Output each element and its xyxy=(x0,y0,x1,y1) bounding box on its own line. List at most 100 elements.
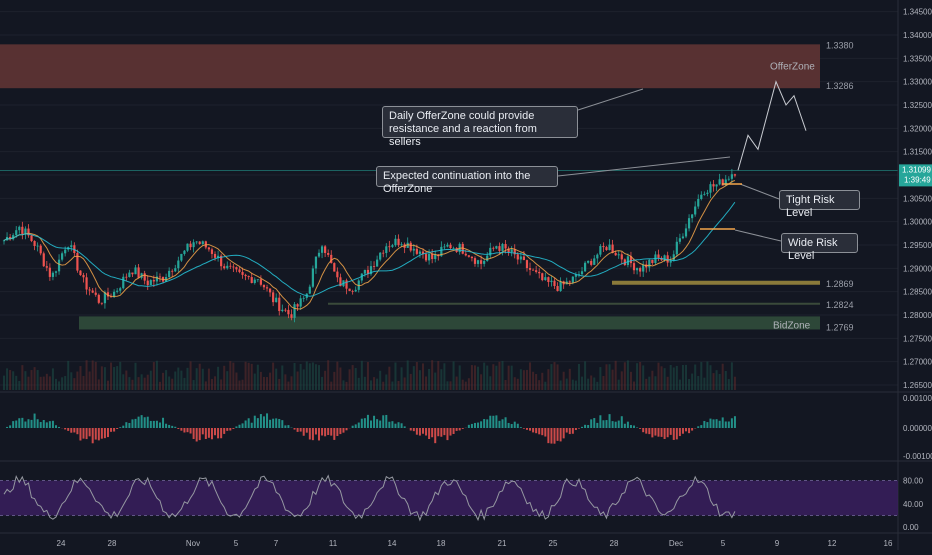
volume-bar xyxy=(722,364,724,390)
candle-body xyxy=(633,263,635,270)
candle-body xyxy=(712,184,714,186)
candle-body xyxy=(144,273,146,280)
macd-bar xyxy=(162,418,164,428)
candle-body xyxy=(290,314,292,318)
candle-body xyxy=(670,261,672,263)
volume-bar xyxy=(287,382,289,390)
macd-tick-label: 0.00100 xyxy=(903,394,932,403)
macd-bar xyxy=(339,428,341,434)
macd-bar xyxy=(159,422,161,428)
macd-bar xyxy=(566,428,568,433)
volume-bar xyxy=(428,369,430,390)
candle-body xyxy=(235,267,237,269)
macd-bar xyxy=(211,428,213,439)
candle-body xyxy=(517,254,519,259)
macd-bar xyxy=(110,428,112,432)
offerzone-callout[interactable]: Daily OfferZone could provide resistance… xyxy=(382,106,578,138)
candle-body xyxy=(171,271,173,272)
macd-bar xyxy=(89,428,91,436)
volume-bar xyxy=(419,370,421,390)
candle-body xyxy=(691,214,693,218)
candle-body xyxy=(238,269,240,272)
macd-bar xyxy=(312,428,314,440)
time-tick-label: 21 xyxy=(498,539,507,548)
candle-body xyxy=(223,266,225,268)
volume-bar xyxy=(98,379,100,390)
macd-bar xyxy=(554,428,556,444)
volume-bar xyxy=(584,361,586,390)
macd-bar xyxy=(419,428,421,436)
macd-bar xyxy=(673,428,675,440)
tight-risk-callout[interactable]: Tight Risk Level xyxy=(779,190,860,210)
volume-bar xyxy=(495,366,497,390)
macd-bar xyxy=(691,428,693,431)
candle-body xyxy=(95,293,97,295)
volume-bar xyxy=(330,382,332,390)
macd-bar xyxy=(138,417,140,428)
macd-bar xyxy=(37,419,39,428)
macd-bar xyxy=(165,424,167,428)
macd-bar xyxy=(508,423,510,428)
macd-bar xyxy=(391,421,393,428)
volume-bar xyxy=(599,367,601,390)
volume-bar xyxy=(333,372,335,390)
macd-bar xyxy=(651,428,653,437)
macd-bar xyxy=(697,426,699,428)
volume-bar xyxy=(725,371,727,390)
volume-bar xyxy=(388,367,390,390)
continuation-callout[interactable]: Expected continuation into the OfferZone xyxy=(376,166,558,187)
macd-bar xyxy=(330,428,332,436)
candle-body xyxy=(544,277,546,280)
candle-body xyxy=(92,291,94,293)
candle-body xyxy=(526,260,528,268)
macd-bar xyxy=(27,419,29,428)
volume-bar xyxy=(523,370,525,390)
volume-bar xyxy=(217,367,219,390)
volume-bar xyxy=(670,365,672,390)
volume-bar xyxy=(168,377,170,390)
macd-bar xyxy=(263,416,265,428)
candle-body xyxy=(193,242,195,247)
candle-body xyxy=(214,254,216,258)
volume-bar xyxy=(6,368,8,390)
macd-bar xyxy=(257,418,259,428)
volume-bar xyxy=(456,377,458,390)
volume-bar xyxy=(609,364,611,390)
candle-body xyxy=(355,290,357,292)
macd-bar xyxy=(168,425,170,428)
volume-bar xyxy=(327,360,329,390)
macd-bar xyxy=(657,428,659,437)
candle-body xyxy=(495,246,497,248)
candle-body xyxy=(700,195,702,199)
macd-bar xyxy=(217,428,219,438)
macd-bar xyxy=(86,428,88,439)
macd-bar xyxy=(278,419,280,428)
macd-bar xyxy=(135,419,137,428)
volume-bar xyxy=(211,379,213,390)
candle-body xyxy=(336,272,338,278)
macd-bar xyxy=(716,419,718,428)
time-tick-label: Dec xyxy=(669,539,683,548)
macd-bar xyxy=(9,425,11,428)
volume-bar xyxy=(27,377,29,390)
candle-body xyxy=(523,256,525,260)
candle-body xyxy=(137,267,139,277)
candle-body xyxy=(480,260,482,264)
wide-risk-callout[interactable]: Wide Risk Level xyxy=(781,233,858,253)
volume-bar xyxy=(67,361,69,390)
volume-bar xyxy=(498,362,500,390)
macd-bar xyxy=(492,416,494,428)
volume-bar xyxy=(113,367,115,390)
macd-bar xyxy=(208,428,210,438)
macd-bar xyxy=(477,423,479,428)
volume-bar xyxy=(321,377,323,390)
candle-body xyxy=(303,298,305,299)
volume-bar xyxy=(483,363,485,390)
price-tick-label: 1.34000 xyxy=(903,31,932,40)
volume-bar xyxy=(358,378,360,390)
candle-body xyxy=(511,249,513,252)
candle-body xyxy=(275,298,277,302)
macd-bar xyxy=(713,419,715,428)
